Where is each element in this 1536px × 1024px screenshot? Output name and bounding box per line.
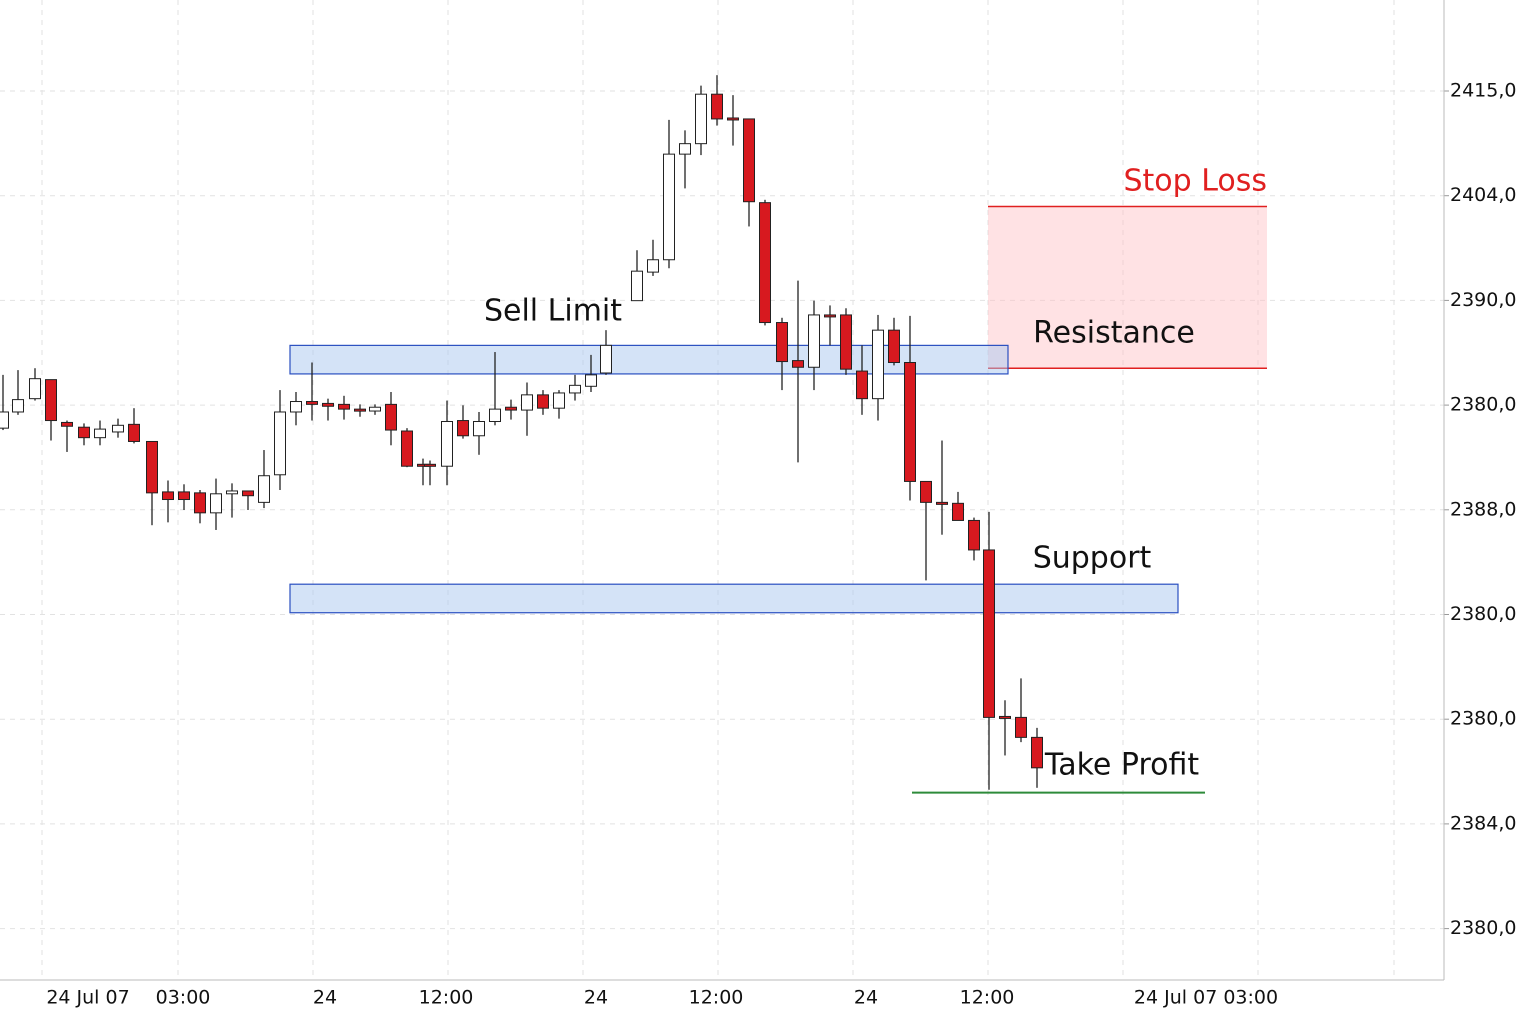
candle-body xyxy=(194,492,206,514)
candle-body xyxy=(322,402,334,407)
candle-body xyxy=(489,408,501,422)
candle-body xyxy=(679,143,691,155)
candle-body xyxy=(242,490,254,497)
x-tick-label: 12:00 xyxy=(419,987,474,1009)
annotation-sell-limit: Sell Limit xyxy=(484,294,622,329)
candle-body xyxy=(952,502,964,521)
candle-body xyxy=(424,463,436,467)
candle-body xyxy=(824,314,836,318)
x-tick-label: 12:00 xyxy=(960,987,1015,1009)
candle-body xyxy=(537,394,549,409)
candle-body xyxy=(61,421,73,427)
annotation-stop-loss: Stop Loss xyxy=(1123,164,1267,199)
candle-body xyxy=(1031,736,1043,769)
annotation-support: Support xyxy=(1033,541,1152,576)
candle-body xyxy=(369,406,381,412)
candle-body xyxy=(856,370,868,400)
candle-body xyxy=(776,322,788,363)
x-tick-label: 03:00 xyxy=(156,987,211,1009)
candle-body xyxy=(112,424,124,433)
candle-body xyxy=(290,401,302,413)
candle-body xyxy=(983,549,995,718)
x-tick-label: 24 xyxy=(584,987,608,1009)
candle-body xyxy=(128,423,140,442)
candle-body xyxy=(78,426,90,439)
y-tick-label: 2388,0 xyxy=(1450,498,1516,520)
candle-body xyxy=(792,360,804,368)
x-tick-label: 24 Jul 07 xyxy=(46,987,129,1009)
x-tick-label: 24 xyxy=(313,987,337,1009)
candle-body xyxy=(306,401,318,405)
support-zone xyxy=(289,583,1179,614)
candle-body xyxy=(338,403,350,410)
x-tick-label: 24 Jul 07 03:00 xyxy=(1134,987,1278,1009)
y-tick-label: 2380,0 xyxy=(1450,917,1516,939)
candle-body xyxy=(146,440,158,494)
candle-body xyxy=(808,314,820,368)
candle-body xyxy=(505,406,517,411)
candle-body xyxy=(711,93,723,120)
candle-body xyxy=(401,430,413,467)
candle-body xyxy=(354,408,366,412)
candle-body xyxy=(94,428,106,439)
candle-body xyxy=(872,329,884,400)
stop-loss-zone xyxy=(988,206,1267,369)
candle-body xyxy=(12,399,24,413)
candle-body xyxy=(521,394,533,411)
y-tick-label: 2390,0 xyxy=(1450,289,1516,311)
candle-body xyxy=(1015,716,1027,738)
candle-body xyxy=(178,491,190,501)
candle-body xyxy=(457,420,469,437)
candle-body xyxy=(920,480,932,503)
y-tick-label: 2404,0 xyxy=(1450,184,1516,206)
candle-body xyxy=(553,392,565,409)
candle-body xyxy=(45,379,57,422)
x-tick-label: 12:00 xyxy=(689,987,744,1009)
candle-body xyxy=(569,384,581,394)
candle-body xyxy=(162,491,174,501)
candle-body xyxy=(936,501,948,505)
candle-body xyxy=(647,259,659,273)
candle-body xyxy=(0,411,9,429)
candle-body xyxy=(663,153,675,261)
candle-body xyxy=(727,117,739,121)
annotation-resistance: Resistance xyxy=(1033,316,1195,351)
candle-body xyxy=(840,314,852,370)
y-tick-label: 2380,0 xyxy=(1450,394,1516,416)
candle-body xyxy=(29,378,41,400)
candle-body xyxy=(904,362,916,482)
y-tick-label: 2380,0 xyxy=(1450,603,1516,625)
candle-body xyxy=(759,202,771,324)
y-tick-label: 2380,0 xyxy=(1450,708,1516,730)
y-tick-label: 2384,0 xyxy=(1450,812,1516,834)
candle-body xyxy=(210,493,222,514)
annotation-take-profit: Take Profit xyxy=(1044,748,1200,783)
candle-body xyxy=(274,411,286,476)
candle-body xyxy=(743,118,755,203)
candle-body xyxy=(385,403,397,431)
candle-body xyxy=(888,329,900,364)
resistance-zone xyxy=(289,344,1009,375)
candle-body xyxy=(968,519,980,551)
x-tick-label: 24 xyxy=(854,987,878,1009)
candle-body xyxy=(258,475,270,503)
candle-body xyxy=(585,374,597,387)
candle-body xyxy=(631,270,643,302)
candle-body xyxy=(999,715,1011,719)
candle-body xyxy=(473,420,485,437)
candle-body xyxy=(441,420,453,467)
candle-body xyxy=(600,344,612,374)
candle-body xyxy=(226,490,238,495)
candle-body xyxy=(695,93,707,145)
y-tick-label: 2415,0 xyxy=(1450,80,1516,102)
